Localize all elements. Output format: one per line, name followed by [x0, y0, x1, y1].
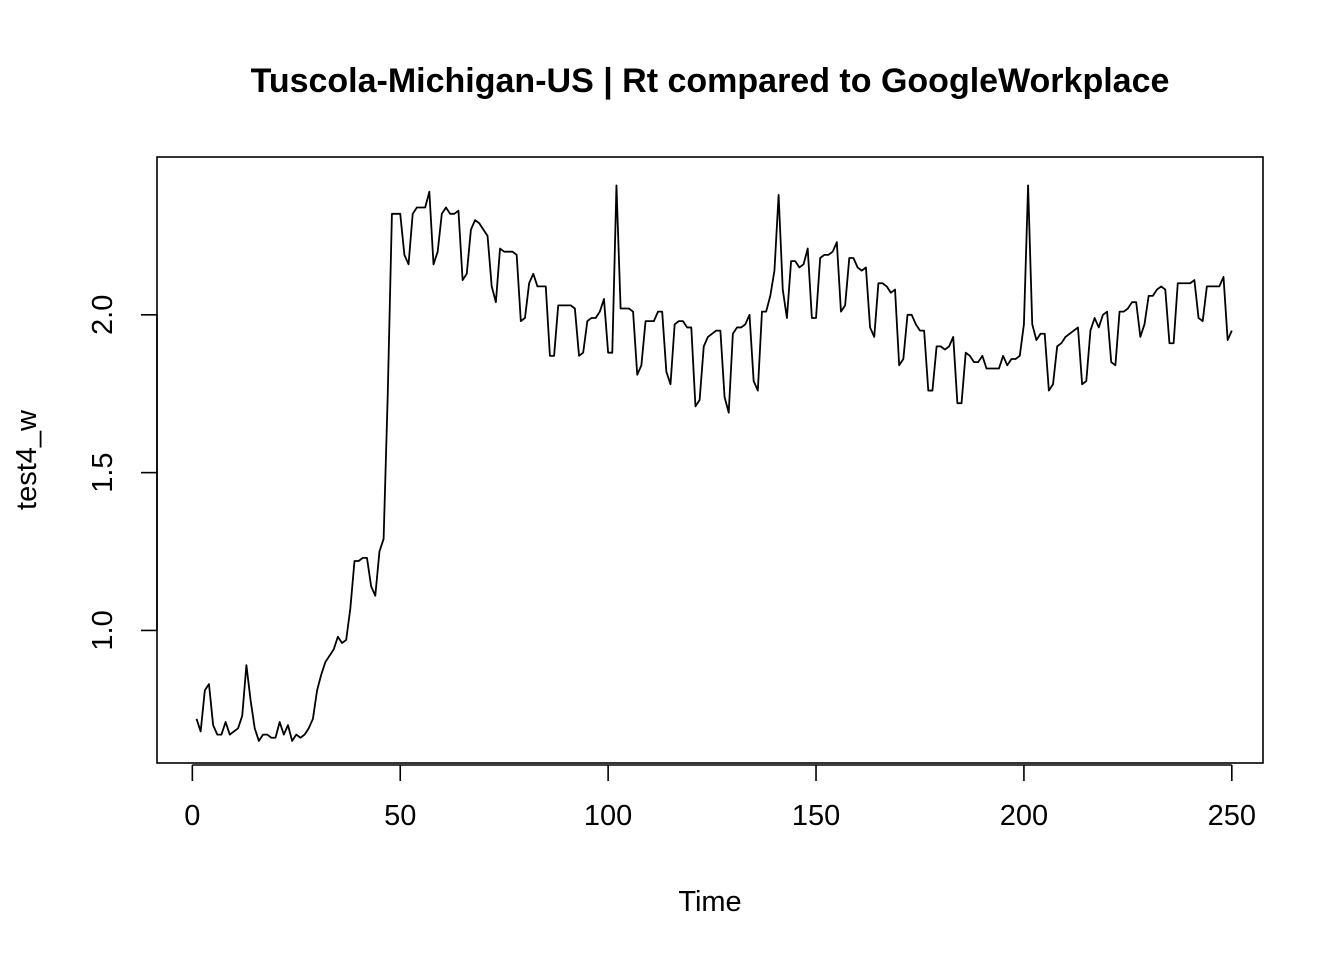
- x-tick-label-100: 100: [584, 800, 632, 832]
- series-layer: [195, 184, 1233, 742]
- x-tick-label-200: 200: [1000, 800, 1048, 832]
- series-line-0: [195, 184, 1233, 742]
- y-axis-label: test4_w: [11, 409, 43, 510]
- chart-title: Tuscola-Michigan-US | Rt compared to Goo…: [251, 62, 1170, 100]
- y-tick-label-1.0: 1.0: [87, 610, 119, 650]
- x-tick-label-0: 0: [184, 800, 200, 832]
- y-tick-label-1.5: 1.5: [87, 452, 119, 492]
- x-tick-label-50: 50: [384, 800, 416, 832]
- x-axis-label: Time: [678, 886, 741, 918]
- x-tick-label-150: 150: [792, 800, 840, 832]
- y-tick-label-2.0: 2.0: [87, 295, 119, 335]
- x-axis: 0 50 100 150 200 250: [184, 764, 1256, 832]
- y-axis: 1.0 1.5 2.0: [87, 295, 158, 651]
- x-tick-label-250: 250: [1208, 800, 1256, 832]
